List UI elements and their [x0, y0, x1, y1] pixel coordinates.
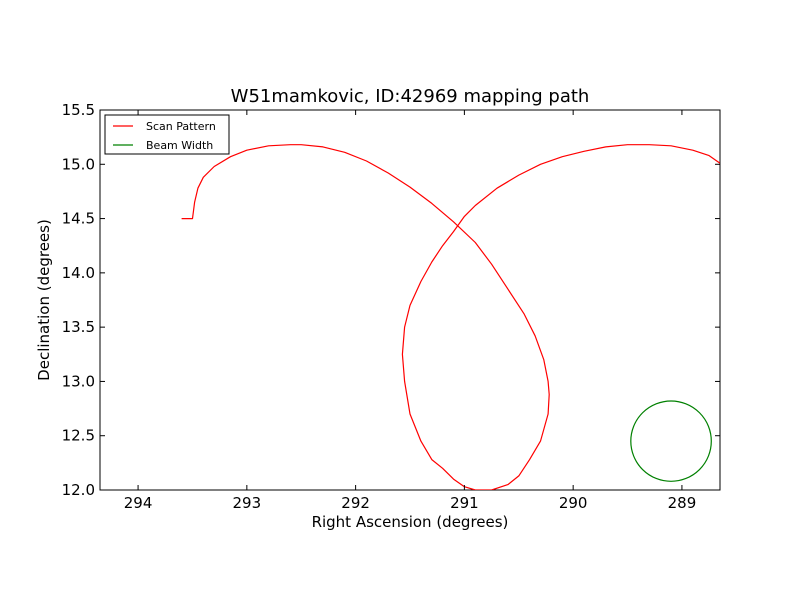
y-tick-label: 15.0	[62, 155, 95, 173]
y-tick-label: 15.5	[62, 101, 95, 119]
y-tick-label: 14.5	[62, 210, 95, 228]
y-tick-label: 13.5	[62, 318, 95, 336]
ticks-layer: 294 293 292 291 290 289 12.0 12.5 13.0 13.5 14.0 14…	[62, 101, 720, 512]
y-tick-label: 12.5	[62, 427, 95, 445]
plot-area	[99, 109, 721, 491]
x-tick-label: 290	[559, 494, 588, 512]
y-tick-label: 13.0	[62, 372, 95, 390]
y-tick-label: 14.0	[62, 264, 95, 282]
x-tick-label: 294	[124, 494, 153, 512]
x-tick-label: 289	[668, 494, 697, 512]
x-tick-label: 291	[450, 494, 479, 512]
y-axis-label: Declination (degrees)	[35, 219, 53, 381]
legend-box	[104, 114, 230, 155]
legend-label: Beam Width	[146, 139, 213, 152]
legend: Scan Pattern Beam Width	[104, 114, 230, 155]
scan-pattern-line	[181, 144, 720, 490]
series-layer	[181, 144, 720, 490]
y-tick-label: 12.0	[62, 481, 95, 499]
chart-title: W51mamkovic, ID:42969 mapping path	[231, 86, 590, 107]
plot-frame	[99, 109, 721, 491]
x-axis-label: Right Ascension (degrees)	[312, 513, 509, 531]
x-tick-label: 292	[341, 494, 370, 512]
legend-label: Scan Pattern	[146, 120, 216, 133]
beam-width-circle	[630, 400, 712, 482]
x-tick-label: 293	[233, 494, 262, 512]
